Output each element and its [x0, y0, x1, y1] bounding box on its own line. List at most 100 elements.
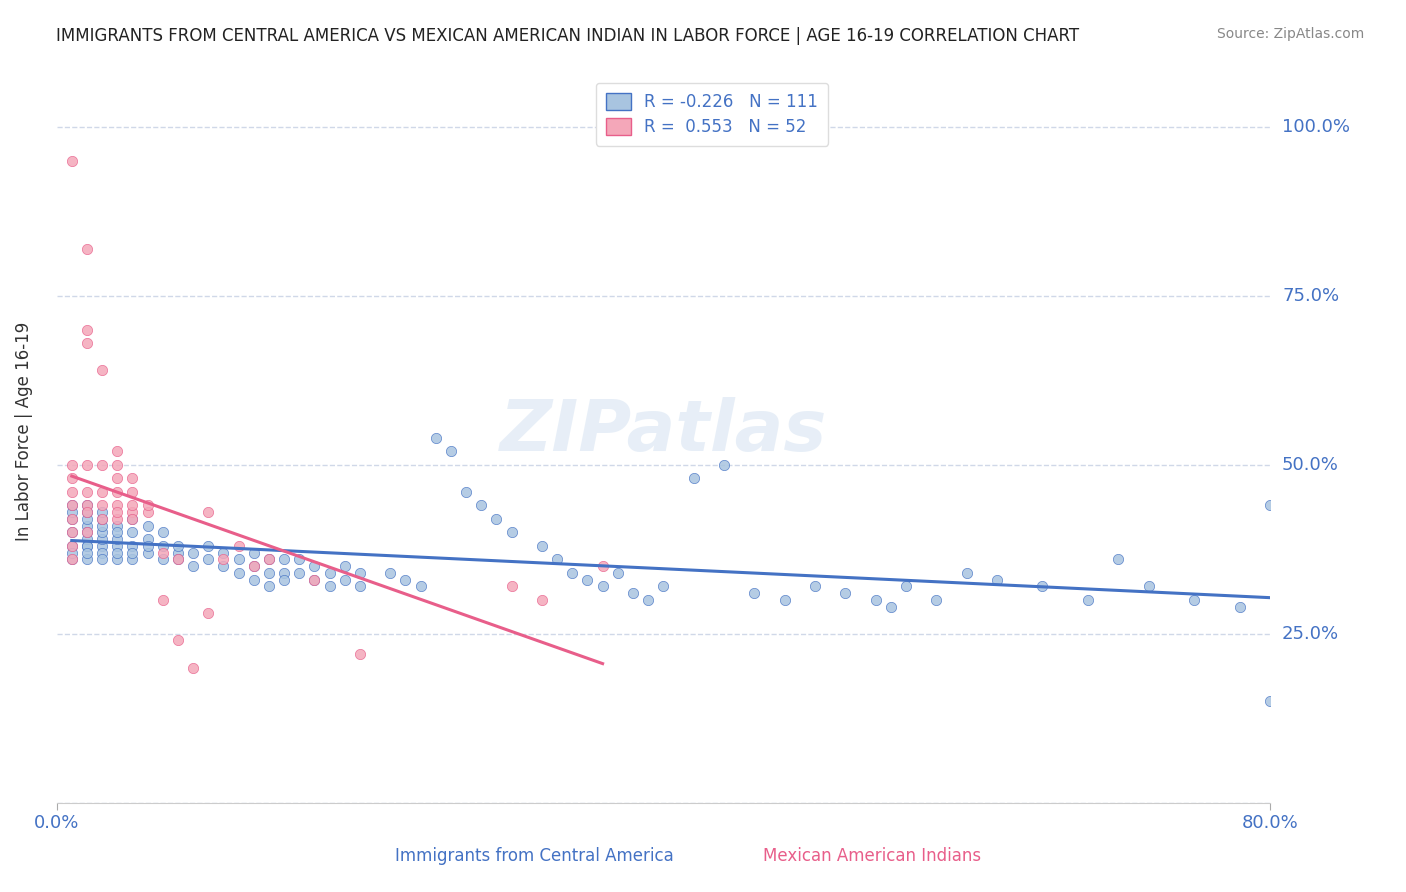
- Point: [105, 471, 128, 485]
- Point: [955, 566, 977, 580]
- Point: [212, 559, 235, 574]
- Point: [167, 552, 190, 566]
- Point: [409, 579, 432, 593]
- Point: [105, 546, 128, 560]
- Point: [60, 499, 83, 513]
- Point: [425, 431, 447, 445]
- Point: [273, 566, 295, 580]
- Point: [136, 546, 159, 560]
- Y-axis label: In Labor Force | Age 16-19: In Labor Force | Age 16-19: [15, 321, 32, 541]
- Point: [1137, 579, 1160, 593]
- Point: [228, 539, 250, 553]
- Point: [637, 593, 659, 607]
- Point: [60, 499, 83, 513]
- Point: [91, 546, 114, 560]
- Point: [546, 552, 568, 566]
- Point: [212, 546, 235, 560]
- Point: [257, 552, 280, 566]
- Point: [76, 525, 98, 540]
- Point: [167, 552, 190, 566]
- Point: [152, 552, 174, 566]
- Point: [257, 566, 280, 580]
- Point: [76, 512, 98, 526]
- Point: [333, 559, 356, 574]
- Point: [394, 573, 416, 587]
- Point: [76, 505, 98, 519]
- Point: [318, 579, 340, 593]
- Point: [121, 539, 143, 553]
- Point: [60, 539, 83, 553]
- Point: [349, 566, 371, 580]
- Point: [304, 573, 326, 587]
- Point: [1229, 599, 1251, 614]
- Point: [136, 532, 159, 546]
- Point: [105, 484, 128, 499]
- Point: [76, 484, 98, 499]
- Point: [197, 539, 219, 553]
- Point: [121, 471, 143, 485]
- Point: [60, 552, 83, 566]
- Point: [76, 518, 98, 533]
- Point: [60, 471, 83, 485]
- Point: [212, 552, 235, 566]
- Point: [76, 552, 98, 566]
- Point: [865, 593, 887, 607]
- Text: IMMIGRANTS FROM CENTRAL AMERICA VS MEXICAN AMERICAN INDIAN IN LABOR FORCE | AGE : IMMIGRANTS FROM CENTRAL AMERICA VS MEXIC…: [56, 27, 1080, 45]
- Point: [1258, 499, 1281, 513]
- Point: [440, 444, 463, 458]
- Point: [257, 552, 280, 566]
- Point: [136, 499, 159, 513]
- Point: [576, 573, 599, 587]
- Point: [242, 573, 264, 587]
- Point: [105, 518, 128, 533]
- Point: [60, 546, 83, 560]
- Point: [501, 579, 523, 593]
- Point: [167, 539, 190, 553]
- Point: [181, 546, 204, 560]
- Text: 75.0%: 75.0%: [1282, 287, 1339, 305]
- Point: [152, 525, 174, 540]
- Point: [105, 444, 128, 458]
- Point: [105, 512, 128, 526]
- Point: [76, 323, 98, 337]
- Point: [288, 552, 311, 566]
- Point: [242, 559, 264, 574]
- Point: [167, 633, 190, 648]
- Point: [621, 586, 644, 600]
- Text: 100.0%: 100.0%: [1282, 118, 1350, 136]
- Point: [60, 512, 83, 526]
- Point: [925, 593, 948, 607]
- Point: [76, 242, 98, 256]
- Point: [228, 566, 250, 580]
- Point: [76, 499, 98, 513]
- Point: [713, 458, 735, 472]
- Point: [1077, 593, 1099, 607]
- Point: [228, 552, 250, 566]
- Point: [273, 573, 295, 587]
- Text: 50.0%: 50.0%: [1282, 456, 1339, 474]
- Point: [288, 566, 311, 580]
- Text: Immigrants from Central America: Immigrants from Central America: [395, 847, 673, 865]
- Point: [1182, 593, 1205, 607]
- Legend: R = -0.226   N = 111, R =  0.553   N = 52: R = -0.226 N = 111, R = 0.553 N = 52: [596, 83, 828, 145]
- Point: [152, 539, 174, 553]
- Point: [470, 499, 492, 513]
- Point: [91, 363, 114, 377]
- Point: [121, 552, 143, 566]
- Point: [834, 586, 856, 600]
- Point: [197, 505, 219, 519]
- Point: [60, 505, 83, 519]
- Point: [91, 458, 114, 472]
- Point: [91, 525, 114, 540]
- Point: [530, 593, 553, 607]
- Point: [60, 153, 83, 168]
- Point: [76, 499, 98, 513]
- Point: [60, 552, 83, 566]
- Point: [349, 579, 371, 593]
- Point: [60, 484, 83, 499]
- Point: [682, 471, 704, 485]
- Point: [121, 512, 143, 526]
- Point: [76, 539, 98, 553]
- Point: [91, 539, 114, 553]
- Point: [894, 579, 917, 593]
